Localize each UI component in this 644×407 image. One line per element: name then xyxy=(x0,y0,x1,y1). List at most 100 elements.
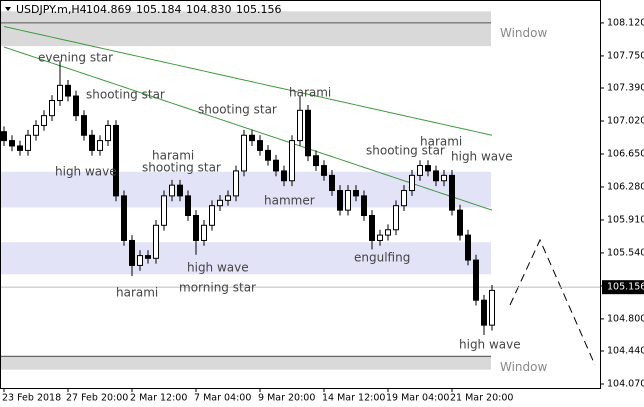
y-tick-label: 105.910 xyxy=(607,214,644,225)
candle-body xyxy=(305,109,311,157)
candle-body xyxy=(113,124,119,197)
projection xyxy=(509,238,596,366)
candle-body xyxy=(97,140,103,151)
candle-body xyxy=(465,234,471,261)
candle-body xyxy=(225,195,231,201)
candle-body xyxy=(1,131,7,142)
x-tick-label: 21 Mar 20:00 xyxy=(450,393,513,404)
candle-body xyxy=(169,184,175,197)
candle-body xyxy=(393,205,399,231)
candle-body xyxy=(257,140,263,151)
candle-body xyxy=(249,134,255,142)
candle-body xyxy=(33,124,39,136)
candle-body xyxy=(89,134,95,151)
candle-body xyxy=(49,99,55,117)
candle-body xyxy=(321,165,327,176)
candle-body xyxy=(377,234,383,241)
candle-body xyxy=(9,140,15,147)
pattern-label: harami xyxy=(116,286,158,300)
x-tick-label: 7 Mar 04:00 xyxy=(194,393,251,404)
candle-body xyxy=(105,124,111,142)
pattern-label: high wave xyxy=(187,261,249,275)
pattern-label: shooting star xyxy=(86,88,165,102)
x-tick-label: 19 Mar 04:00 xyxy=(386,393,449,404)
candle-body xyxy=(25,134,31,151)
candle-body xyxy=(145,255,151,259)
zone xyxy=(1,242,491,275)
pattern-label: shooting star xyxy=(366,144,445,158)
candle-body xyxy=(209,205,215,226)
candle-body xyxy=(425,165,431,172)
candle-body xyxy=(217,199,223,207)
zone-label: Window xyxy=(500,26,548,40)
pattern-label: harami xyxy=(152,149,194,163)
candle-body xyxy=(241,134,247,172)
candle-body xyxy=(289,140,295,182)
candle-body xyxy=(281,170,287,182)
x-tick-label: 27 Feb 20:00 xyxy=(66,393,128,404)
pattern-label: high wave xyxy=(451,150,513,164)
candle-body xyxy=(121,195,127,241)
y-tick-label: 107.750 xyxy=(607,50,644,61)
candle-body xyxy=(129,239,135,266)
candle-body xyxy=(41,115,47,126)
candle-body xyxy=(177,184,183,197)
x-tick-label: 23 Feb 2018 xyxy=(2,393,61,404)
y-tick-label: 106.280 xyxy=(607,181,644,192)
x-tick-label: 14 Mar 12:00 xyxy=(322,393,385,404)
candle-body xyxy=(185,195,191,216)
header-low: 104.830 xyxy=(186,3,232,16)
pattern-label: hammer xyxy=(264,194,315,208)
candle-body xyxy=(161,195,167,226)
candle-body xyxy=(345,190,351,211)
header-high: 105.184 xyxy=(136,3,182,16)
candle-body xyxy=(201,224,207,241)
candle-body xyxy=(17,145,23,151)
symbol: USDJPY.m,H4 xyxy=(16,3,87,16)
candle-body xyxy=(65,84,71,97)
candle-body xyxy=(385,229,391,236)
pattern-label: morning star xyxy=(179,281,256,295)
candle-body xyxy=(329,174,335,192)
candle-body xyxy=(369,214,375,241)
candle-body xyxy=(153,224,159,259)
y-tick-label: 108.120 xyxy=(607,17,644,28)
candle-body xyxy=(313,155,319,167)
y-tick-label: 104.440 xyxy=(607,346,644,357)
last-price-box xyxy=(602,280,644,295)
pattern-label: harami xyxy=(289,86,331,100)
candle-body xyxy=(297,109,303,142)
candle-body xyxy=(361,195,367,216)
candle-body xyxy=(457,209,463,236)
candle-body xyxy=(233,170,239,197)
candle-body xyxy=(73,95,79,117)
last-price-label: 105.156 xyxy=(607,282,644,293)
pattern-label: engulfing xyxy=(354,251,410,265)
y-tick-label: 104.800 xyxy=(607,313,644,324)
candle-body xyxy=(353,190,359,197)
pattern-label: shooting star xyxy=(198,103,277,117)
x-tick-label: 2 Mar 12:00 xyxy=(130,393,187,404)
candle-body xyxy=(449,174,455,211)
zone xyxy=(1,355,491,370)
y-tick-label: 107.020 xyxy=(607,115,644,126)
candle-body xyxy=(433,170,439,182)
zone xyxy=(1,11,491,47)
x-tick-label: 9 Mar 20:00 xyxy=(258,393,315,404)
y-tick-label: 106.650 xyxy=(607,148,644,159)
menu-arrow[interactable] xyxy=(5,7,11,11)
y-tick-label: 105.540 xyxy=(607,247,644,258)
candle-body xyxy=(265,149,271,161)
y-tick-label: 107.390 xyxy=(607,83,644,94)
candle-body xyxy=(401,190,407,207)
candle-body xyxy=(81,115,87,136)
candle-body xyxy=(409,174,415,192)
candle-body xyxy=(473,259,479,301)
zone-label: Window xyxy=(500,360,548,374)
header-open: 104.869 xyxy=(86,3,132,16)
candle-body xyxy=(441,174,447,182)
candle-body xyxy=(273,159,279,172)
pattern-label: harami xyxy=(420,135,462,149)
pattern-label: shooting star xyxy=(142,161,221,175)
candle-body xyxy=(137,255,143,266)
